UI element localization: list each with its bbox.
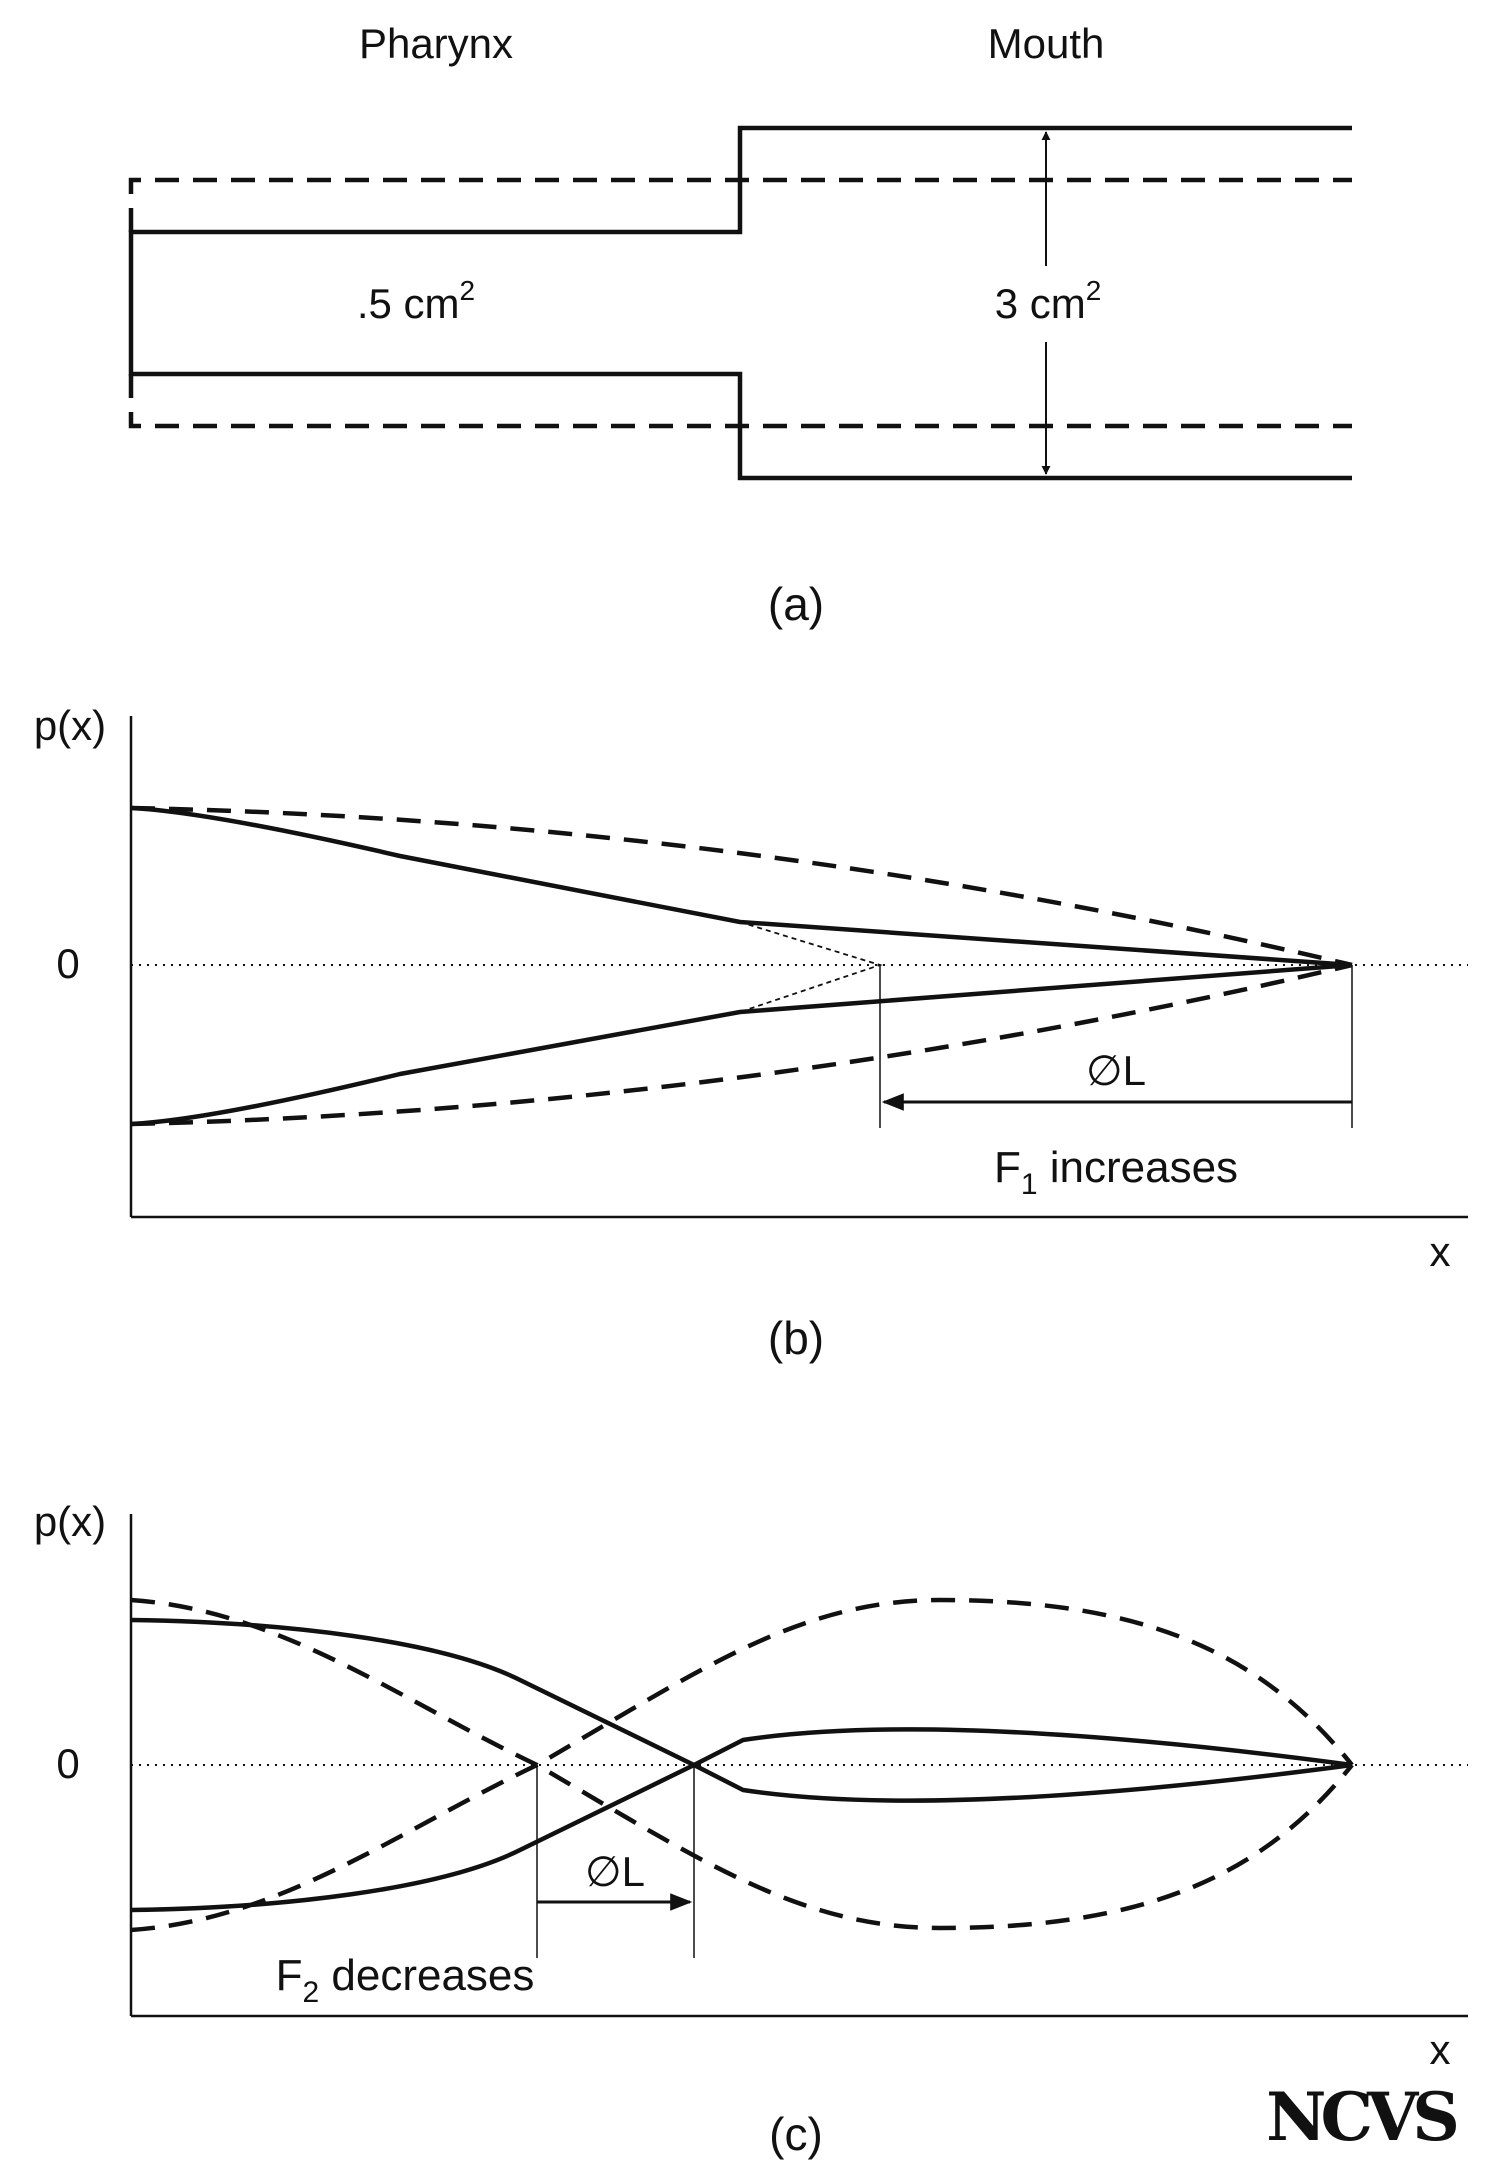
- two-tube-mode-solid-upper: [130, 805, 1353, 968]
- uniform-tube-mode-dashed-upper: [130, 805, 1353, 968]
- mouth-label: Mouth: [988, 20, 1105, 67]
- xlabel-c: x: [1430, 2026, 1451, 2073]
- xlabel-b: x: [1430, 1228, 1451, 1275]
- pharynx-area-label: .5 cm2: [357, 275, 475, 327]
- extrapolation-lines: [739, 921, 883, 1013]
- two-tube-mode-solid-lower: [130, 962, 1353, 1127]
- panel-b: p(x) 0 x ∅L F1 increases (b): [34, 702, 1468, 1364]
- two-tube-mode-solid-lower: [130, 1762, 1353, 1913]
- zero-label-c: 0: [56, 1740, 79, 1787]
- caption-a: (a): [768, 578, 824, 630]
- caption-b: (b): [768, 1312, 824, 1364]
- delta-l-label-c: ∅L: [585, 1848, 645, 1895]
- formant-note-c: F2 decreases: [276, 1951, 535, 2009]
- caption-c: (c): [769, 2108, 823, 2160]
- pharynx-label: Pharynx: [359, 20, 513, 67]
- ncvs-logo: NCVS: [1266, 2078, 1456, 2156]
- tube-outline-uniform-dashed: [128, 177, 1352, 429]
- zero-label-b: 0: [56, 940, 79, 987]
- formant-note-b: F1 increases: [994, 1143, 1238, 1201]
- ylabel-b: p(x): [34, 702, 106, 749]
- two-tube-mode-solid-upper: [130, 1617, 1353, 1768]
- panel-c: p(x) 0 x ∅L F2 decreases (c): [34, 1498, 1468, 2160]
- uniform-tube-mode-dashed-lower: [130, 962, 1353, 1127]
- ylabel-c: p(x): [34, 1498, 106, 1545]
- tube-outline-solid: [128, 125, 1352, 481]
- mouth-area-label: 3 cm2: [995, 275, 1102, 327]
- delta-l-label-b: ∅L: [1086, 1047, 1146, 1094]
- panel-a: Pharynx Mouth .5 cm2 3 cm2 (a): [128, 20, 1352, 630]
